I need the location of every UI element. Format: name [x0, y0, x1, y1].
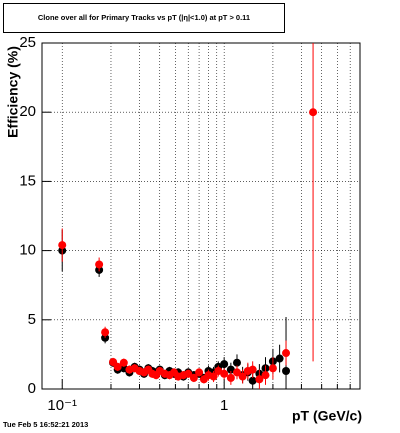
- data-point: [226, 365, 235, 374]
- y-tick-label: 15: [19, 172, 36, 189]
- y-axis-label: Efficiency (%): [5, 46, 21, 138]
- data-point: [195, 368, 204, 377]
- y-tick-label: 20: [19, 103, 36, 120]
- chart-title: Clone over all for Primary Tracks vs pT …: [38, 13, 250, 22]
- y-tick-label: 10: [19, 242, 36, 259]
- data-point: [282, 349, 291, 358]
- y-tick-label: 25: [19, 34, 36, 51]
- data-point: [119, 358, 128, 367]
- data-point: [248, 365, 257, 374]
- data-point: [309, 108, 318, 117]
- x-axis-label: pT (GeV/c): [292, 408, 362, 424]
- data-point: [209, 372, 218, 381]
- data-point: [261, 371, 270, 380]
- y-tick-label: 0: [28, 380, 36, 397]
- data-point: [238, 372, 247, 381]
- data-point: [184, 369, 193, 378]
- data-point: [226, 373, 235, 382]
- footer: Tue Feb 5 16:52:21 2013: [3, 420, 88, 429]
- data-point: [255, 375, 264, 384]
- data-point: [232, 358, 241, 367]
- data-point: [282, 367, 291, 376]
- plot-frame: [41, 42, 361, 390]
- title-box: [3, 3, 285, 33]
- x-tick-label: 10⁻¹: [47, 397, 77, 414]
- data-point: [113, 362, 122, 371]
- data-point: [248, 376, 257, 385]
- data-point: [268, 364, 277, 373]
- x-tick-label: 1: [220, 397, 228, 414]
- data-point: [232, 368, 241, 377]
- data-point: [58, 241, 67, 250]
- data-point: [95, 260, 104, 269]
- data-point: [220, 369, 229, 378]
- data-point: [101, 328, 110, 337]
- data-point: [220, 360, 229, 369]
- data-point: [275, 354, 284, 363]
- y-tick-label: 5: [28, 311, 36, 328]
- data-point: [189, 373, 198, 382]
